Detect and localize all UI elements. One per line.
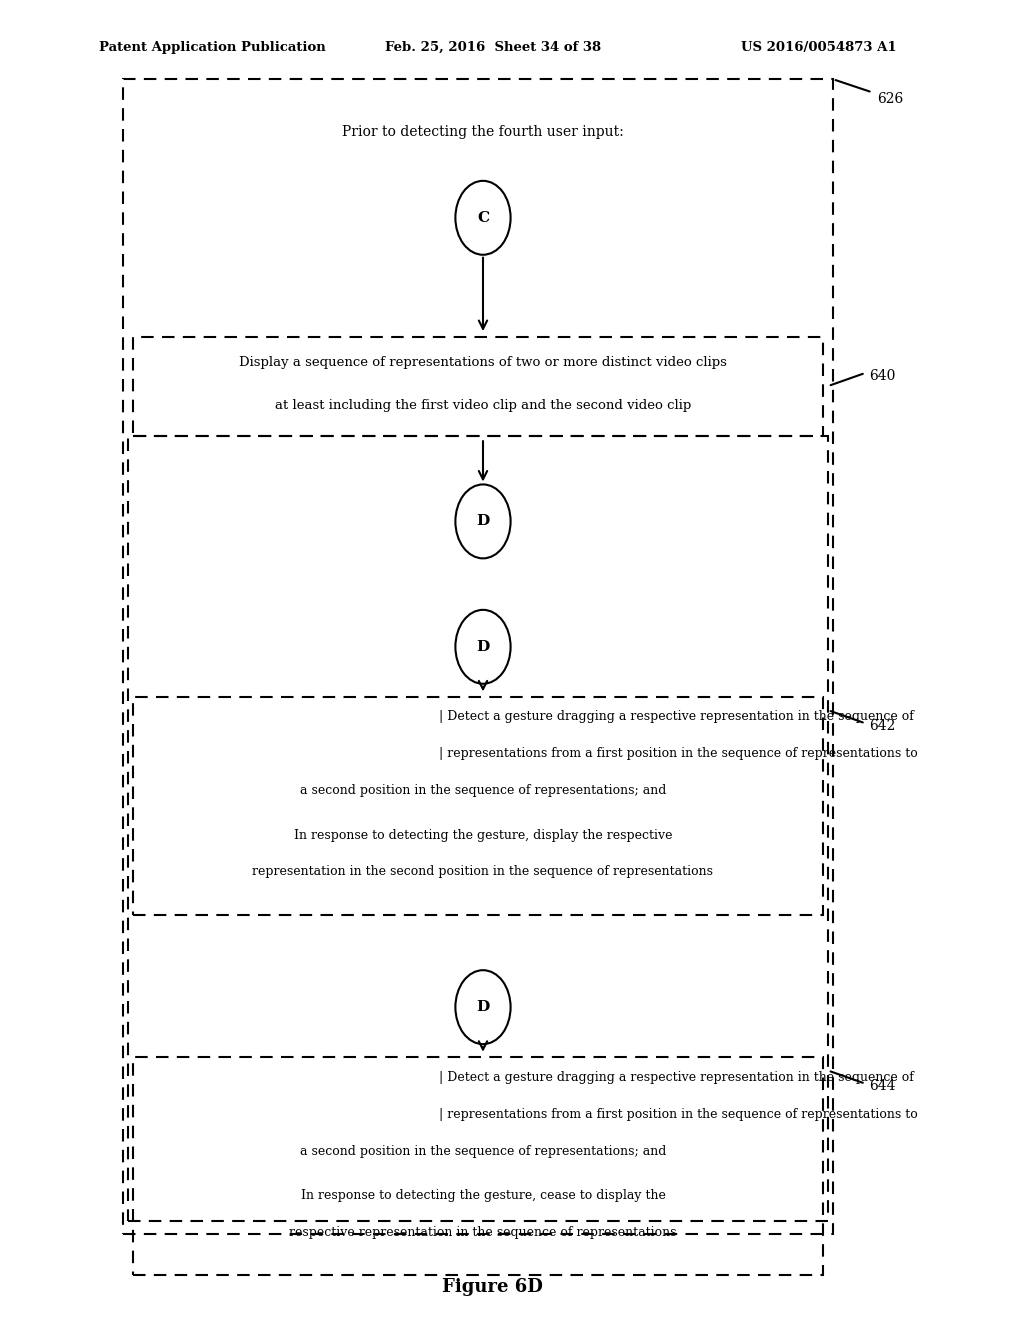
- Text: Feb. 25, 2016  Sheet 34 of 38: Feb. 25, 2016 Sheet 34 of 38: [385, 41, 601, 54]
- Text: 644: 644: [869, 1080, 896, 1093]
- Text: 640: 640: [869, 368, 896, 383]
- Text: 626: 626: [878, 92, 903, 106]
- Text: C: C: [477, 211, 489, 224]
- Text: at least including the first video clip and the second video clip: at least including the first video clip …: [274, 400, 691, 412]
- Text: respective representation in the sequence of representations: respective representation in the sequenc…: [289, 1226, 677, 1239]
- Text: US 2016/0054873 A1: US 2016/0054873 A1: [741, 41, 897, 54]
- Text: a second position in the sequence of representations; and: a second position in the sequence of rep…: [300, 1144, 667, 1158]
- Text: | representations from a first position in the sequence of representations to: | representations from a first position …: [438, 747, 918, 760]
- Text: D: D: [476, 640, 489, 653]
- Text: representation in the second position in the sequence of representations: representation in the second position in…: [253, 866, 714, 879]
- Text: In response to detecting the gesture, cease to display the: In response to detecting the gesture, ce…: [301, 1189, 666, 1203]
- Text: In response to detecting the gesture, display the respective: In response to detecting the gesture, di…: [294, 829, 672, 842]
- Text: | representations from a first position in the sequence of representations to: | representations from a first position …: [438, 1107, 918, 1121]
- Text: | Detect a gesture dragging a respective representation in the sequence of: | Detect a gesture dragging a respective…: [438, 710, 913, 723]
- Text: 642: 642: [869, 719, 896, 733]
- Text: D: D: [476, 1001, 489, 1014]
- Text: a second position in the sequence of representations; and: a second position in the sequence of rep…: [300, 784, 667, 797]
- Text: Patent Application Publication: Patent Application Publication: [98, 41, 326, 54]
- Text: Prior to detecting the fourth user input:: Prior to detecting the fourth user input…: [342, 125, 624, 139]
- Text: | Detect a gesture dragging a respective representation in the sequence of: | Detect a gesture dragging a respective…: [438, 1071, 913, 1084]
- Text: Display a sequence of representations of two or more distinct video clips: Display a sequence of representations of…: [239, 356, 727, 368]
- Text: Figure 6D: Figure 6D: [442, 1278, 544, 1296]
- Text: D: D: [476, 515, 489, 528]
